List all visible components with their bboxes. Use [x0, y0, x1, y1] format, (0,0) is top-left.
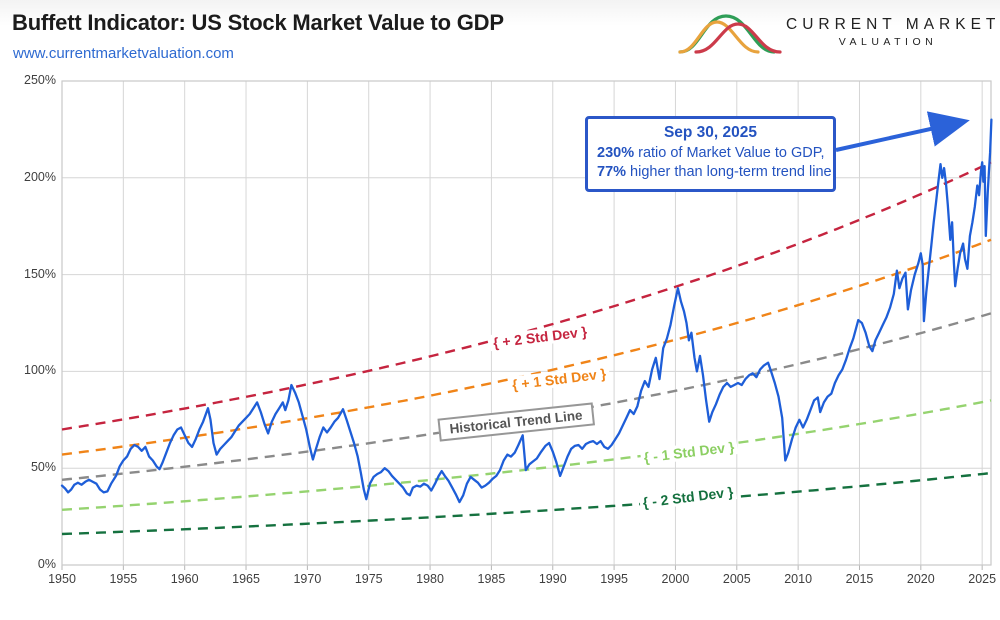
page-title: Buffett Indicator: US Stock Market Value…	[12, 10, 504, 35]
gridlines	[61, 80, 992, 570]
x-tick-label: 1995	[600, 572, 628, 586]
annotation-value: 230%	[597, 145, 635, 161]
annotation-line1: 230% ratio of Market Value to GDP,	[597, 144, 825, 163]
annotation-line2: 77% higher than long-term trend line	[597, 163, 832, 182]
site-url-link[interactable]: www.currentmarketvaluation.com	[13, 45, 234, 62]
x-tick-label: 2015	[845, 572, 874, 586]
x-tick-label: 2020	[906, 572, 935, 586]
annotation-arrow	[835, 111, 970, 152]
logo-text-line1: CURRENT MARKET	[786, 16, 1000, 33]
x-tick-label: 1965	[232, 572, 260, 586]
x-tick-label: 1960	[170, 572, 199, 586]
annotation-line2-text: higher than long-term trend line	[626, 164, 832, 181]
x-tick-label: 2025	[968, 572, 997, 586]
y-tick-label: 250%	[24, 73, 56, 87]
x-tick-label: 1970	[293, 572, 322, 586]
band-line-minus2	[61, 471, 992, 536]
annotation-callout: Sep 30, 2025 230% ratio of Market Value …	[585, 116, 836, 193]
data-series	[60, 118, 993, 504]
band-line-plus2	[61, 161, 992, 431]
y-tick-label: 0%	[37, 557, 56, 571]
x-tick-label: 2005	[722, 572, 751, 586]
std-dev-bands	[61, 161, 992, 536]
x-tick-label: 1990	[538, 572, 567, 586]
x-tick-label: 1975	[354, 572, 383, 586]
logo-bell-curves-icon	[678, 14, 782, 54]
x-tick-label: 1950	[48, 572, 76, 586]
y-tick-label: 150%	[24, 266, 56, 281]
band-line-plus1	[61, 238, 992, 456]
brand-logo: CURRENT MARKET VALUATION	[678, 4, 1000, 62]
logo-text-line2: VALUATION	[838, 36, 938, 48]
x-tick-label: 1955	[109, 572, 138, 586]
y-tick-label: 100%	[24, 363, 56, 378]
x-tick-label: 1980	[416, 572, 444, 586]
x-tick-label: 2000	[661, 572, 690, 586]
y-tick-label: 50%	[30, 460, 56, 475]
annotation-date: Sep 30, 2025	[663, 124, 758, 141]
x-tick-label: 1985	[477, 572, 506, 586]
x-tick-label: 2010	[784, 572, 813, 586]
data-series-line	[60, 118, 993, 504]
y-tick-label: 200%	[24, 169, 56, 184]
annotation-delta: 77%	[597, 164, 627, 181]
annotation-line1-text: ratio of Market Value to GDP,	[634, 145, 825, 161]
